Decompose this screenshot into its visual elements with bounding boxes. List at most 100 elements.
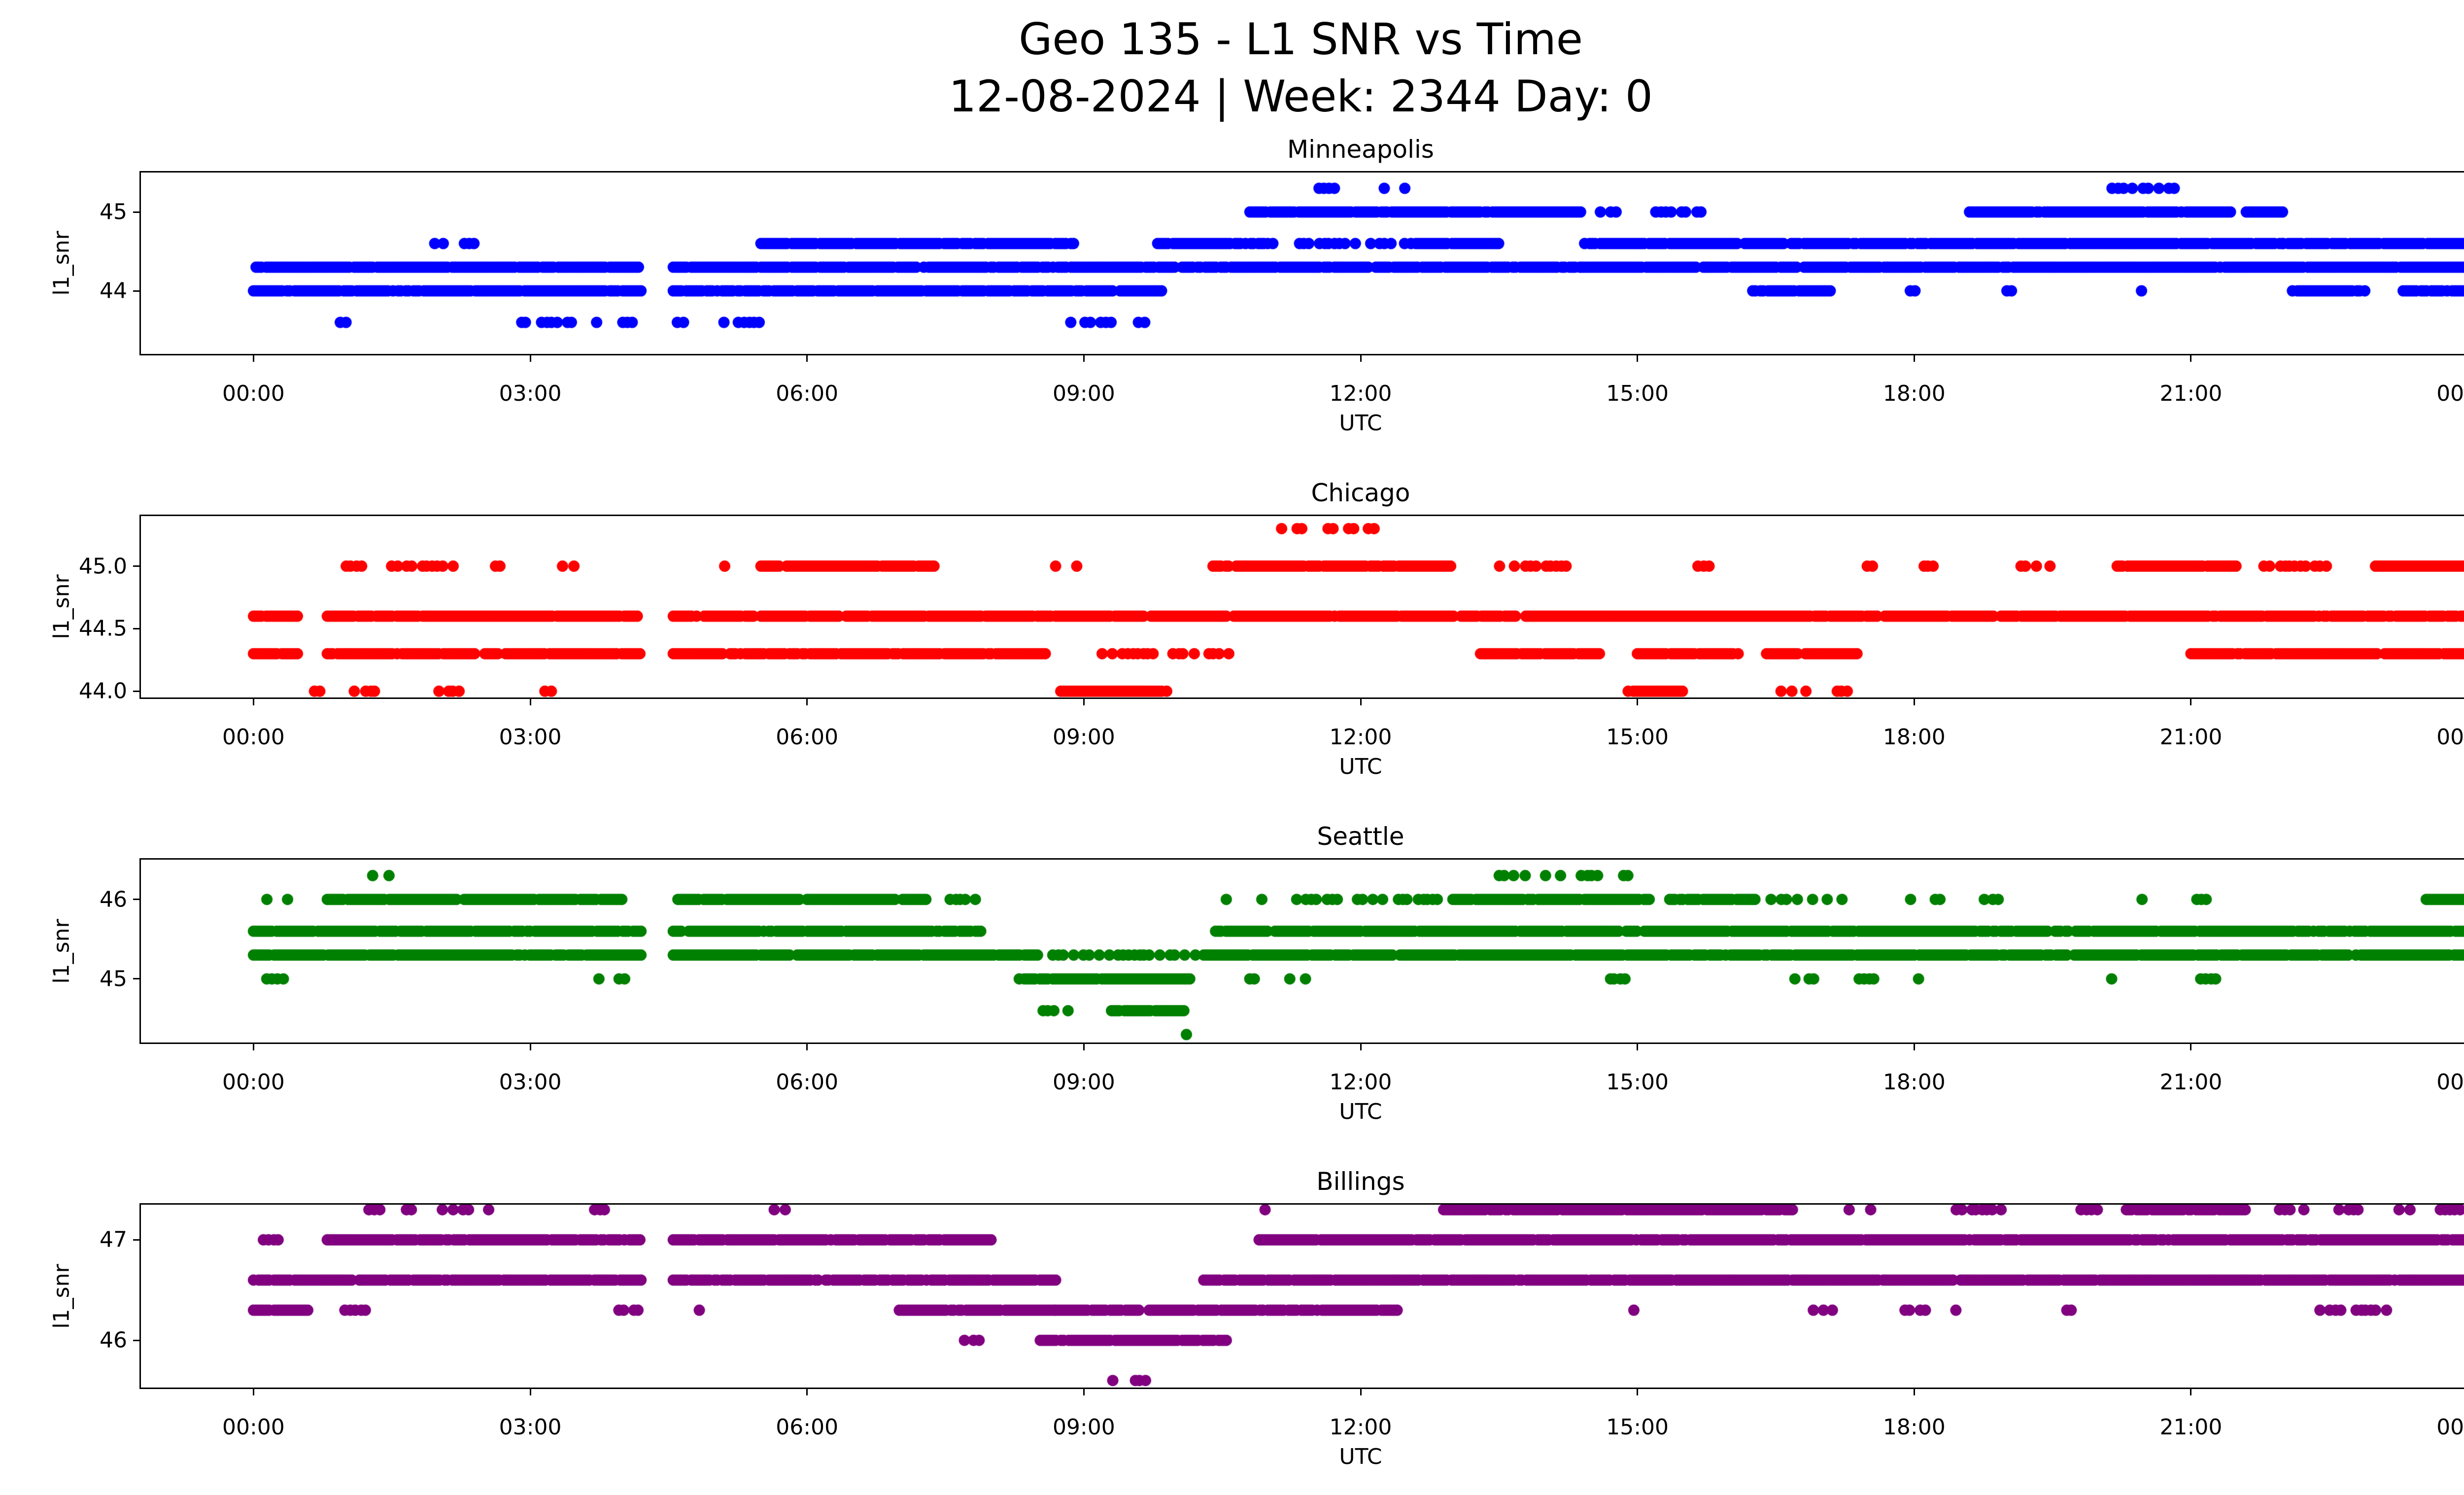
x-tick-mark bbox=[1083, 699, 1085, 705]
y-tick-label: 47 bbox=[100, 1227, 127, 1252]
x-tick-mark bbox=[1360, 355, 1362, 362]
plot-area bbox=[139, 858, 2464, 1044]
x-tick-mark bbox=[1913, 355, 1915, 362]
x-tick-mark bbox=[1360, 1389, 1362, 1395]
scatter-canvas-billings bbox=[141, 1205, 2464, 1388]
x-tick-label: 00:00 bbox=[222, 381, 285, 406]
x-tick-mark bbox=[2190, 1389, 2192, 1395]
subplot-title: Billings bbox=[1316, 1167, 1405, 1196]
x-axis-label: UTC bbox=[1339, 411, 1382, 436]
y-tick-mark bbox=[133, 1339, 139, 1341]
x-tick-label: 12:00 bbox=[1329, 1070, 1392, 1095]
x-tick-label: 21:00 bbox=[2159, 381, 2223, 406]
x-tick-mark bbox=[529, 1389, 531, 1395]
x-tick-label: 18:00 bbox=[1882, 1415, 1946, 1440]
x-tick-mark bbox=[2190, 355, 2192, 362]
x-tick-label: 00:00 bbox=[222, 1070, 285, 1095]
x-tick-label: 12:00 bbox=[1329, 381, 1392, 406]
figure-title-line2: 12-08-2024 | Week: 2344 Day: 0 bbox=[949, 71, 1653, 122]
y-tick-label: 46 bbox=[100, 1327, 127, 1353]
plot-area bbox=[139, 515, 2464, 699]
x-tick-label: 03:00 bbox=[499, 381, 562, 406]
x-axis-label: UTC bbox=[1339, 1444, 1382, 1469]
x-tick-label: 06:00 bbox=[776, 1415, 839, 1440]
x-tick-mark bbox=[1360, 699, 1362, 705]
y-tick-label: 45 bbox=[100, 966, 127, 992]
x-tick-mark bbox=[1913, 699, 1915, 705]
x-tick-label: 03:00 bbox=[499, 1415, 562, 1440]
scatter-canvas-minneapolis bbox=[141, 173, 2464, 354]
y-tick-label: 46 bbox=[100, 887, 127, 912]
x-tick-mark bbox=[529, 1044, 531, 1050]
x-tick-label: 21:00 bbox=[2159, 1070, 2223, 1095]
x-tick-label: 06:00 bbox=[776, 381, 839, 406]
y-tick-label: 44.0 bbox=[79, 678, 127, 704]
x-tick-label: 18:00 bbox=[1882, 381, 1946, 406]
x-tick-label: 21:00 bbox=[2159, 725, 2223, 750]
x-axis-label: UTC bbox=[1339, 1099, 1382, 1124]
x-tick-label: 15:00 bbox=[1606, 1415, 1669, 1440]
x-tick-label: 12:00 bbox=[1329, 725, 1392, 750]
x-tick-label: 03:00 bbox=[499, 1070, 562, 1095]
x-tick-mark bbox=[252, 1044, 254, 1050]
y-axis-label: l1_snr bbox=[49, 918, 74, 984]
subplot-title: Chicago bbox=[1311, 479, 1410, 507]
x-tick-label: 18:00 bbox=[1882, 725, 1946, 750]
scatter-canvas-seattle bbox=[141, 860, 2464, 1043]
x-tick-label: 00:00 bbox=[2436, 1415, 2464, 1440]
y-axis-label: l1_snr bbox=[49, 231, 74, 296]
x-tick-label: 06:00 bbox=[776, 725, 839, 750]
x-tick-mark bbox=[1913, 1389, 1915, 1395]
x-tick-mark bbox=[1913, 1044, 1915, 1050]
y-tick-label: 44.5 bbox=[79, 616, 127, 641]
x-tick-mark bbox=[806, 699, 808, 705]
y-tick-mark bbox=[133, 899, 139, 901]
x-tick-label: 09:00 bbox=[1052, 725, 1115, 750]
x-tick-label: 15:00 bbox=[1606, 725, 1669, 750]
x-tick-label: 03:00 bbox=[499, 725, 562, 750]
x-tick-mark bbox=[1083, 355, 1085, 362]
x-tick-label: 06:00 bbox=[776, 1070, 839, 1095]
x-tick-mark bbox=[529, 355, 531, 362]
y-tick-label: 45 bbox=[100, 199, 127, 225]
x-tick-mark bbox=[252, 1389, 254, 1395]
y-tick-label: 44 bbox=[100, 278, 127, 304]
x-tick-label: 15:00 bbox=[1606, 381, 1669, 406]
scatter-canvas-chicago bbox=[141, 516, 2464, 697]
x-tick-mark bbox=[1637, 355, 1639, 362]
x-tick-label: 21:00 bbox=[2159, 1415, 2223, 1440]
x-tick-mark bbox=[806, 355, 808, 362]
x-tick-label: 15:00 bbox=[1606, 1070, 1669, 1095]
x-tick-mark bbox=[806, 1389, 808, 1395]
y-axis-label: l1_snr bbox=[49, 1263, 74, 1329]
y-tick-mark bbox=[133, 1239, 139, 1241]
y-tick-mark bbox=[133, 978, 139, 980]
x-tick-label: 00:00 bbox=[2436, 1070, 2464, 1095]
x-tick-label: 09:00 bbox=[1052, 1415, 1115, 1440]
x-tick-label: 18:00 bbox=[1882, 1070, 1946, 1095]
y-tick-mark bbox=[133, 627, 139, 629]
figure-title-line1: Geo 135 - L1 SNR vs Time bbox=[1019, 14, 1583, 65]
plot-area bbox=[139, 1203, 2464, 1389]
y-tick-label: 45.0 bbox=[79, 554, 127, 579]
x-tick-mark bbox=[2190, 699, 2192, 705]
x-tick-mark bbox=[529, 699, 531, 705]
plot-area bbox=[139, 171, 2464, 355]
x-tick-mark bbox=[1637, 1044, 1639, 1050]
x-tick-mark bbox=[252, 355, 254, 362]
x-tick-label: 12:00 bbox=[1329, 1415, 1392, 1440]
x-tick-mark bbox=[1637, 699, 1639, 705]
x-tick-mark bbox=[806, 1044, 808, 1050]
y-axis-label: l1_snr bbox=[49, 574, 74, 639]
figure-title: Geo 135 - L1 SNR vs Time 12-08-2024 | We… bbox=[0, 11, 2464, 125]
x-tick-label: 00:00 bbox=[2436, 381, 2464, 406]
x-tick-label: 00:00 bbox=[222, 725, 285, 750]
x-tick-mark bbox=[1637, 1389, 1639, 1395]
y-tick-mark bbox=[133, 211, 139, 213]
x-axis-label: UTC bbox=[1339, 754, 1382, 779]
x-tick-label: 00:00 bbox=[2436, 725, 2464, 750]
